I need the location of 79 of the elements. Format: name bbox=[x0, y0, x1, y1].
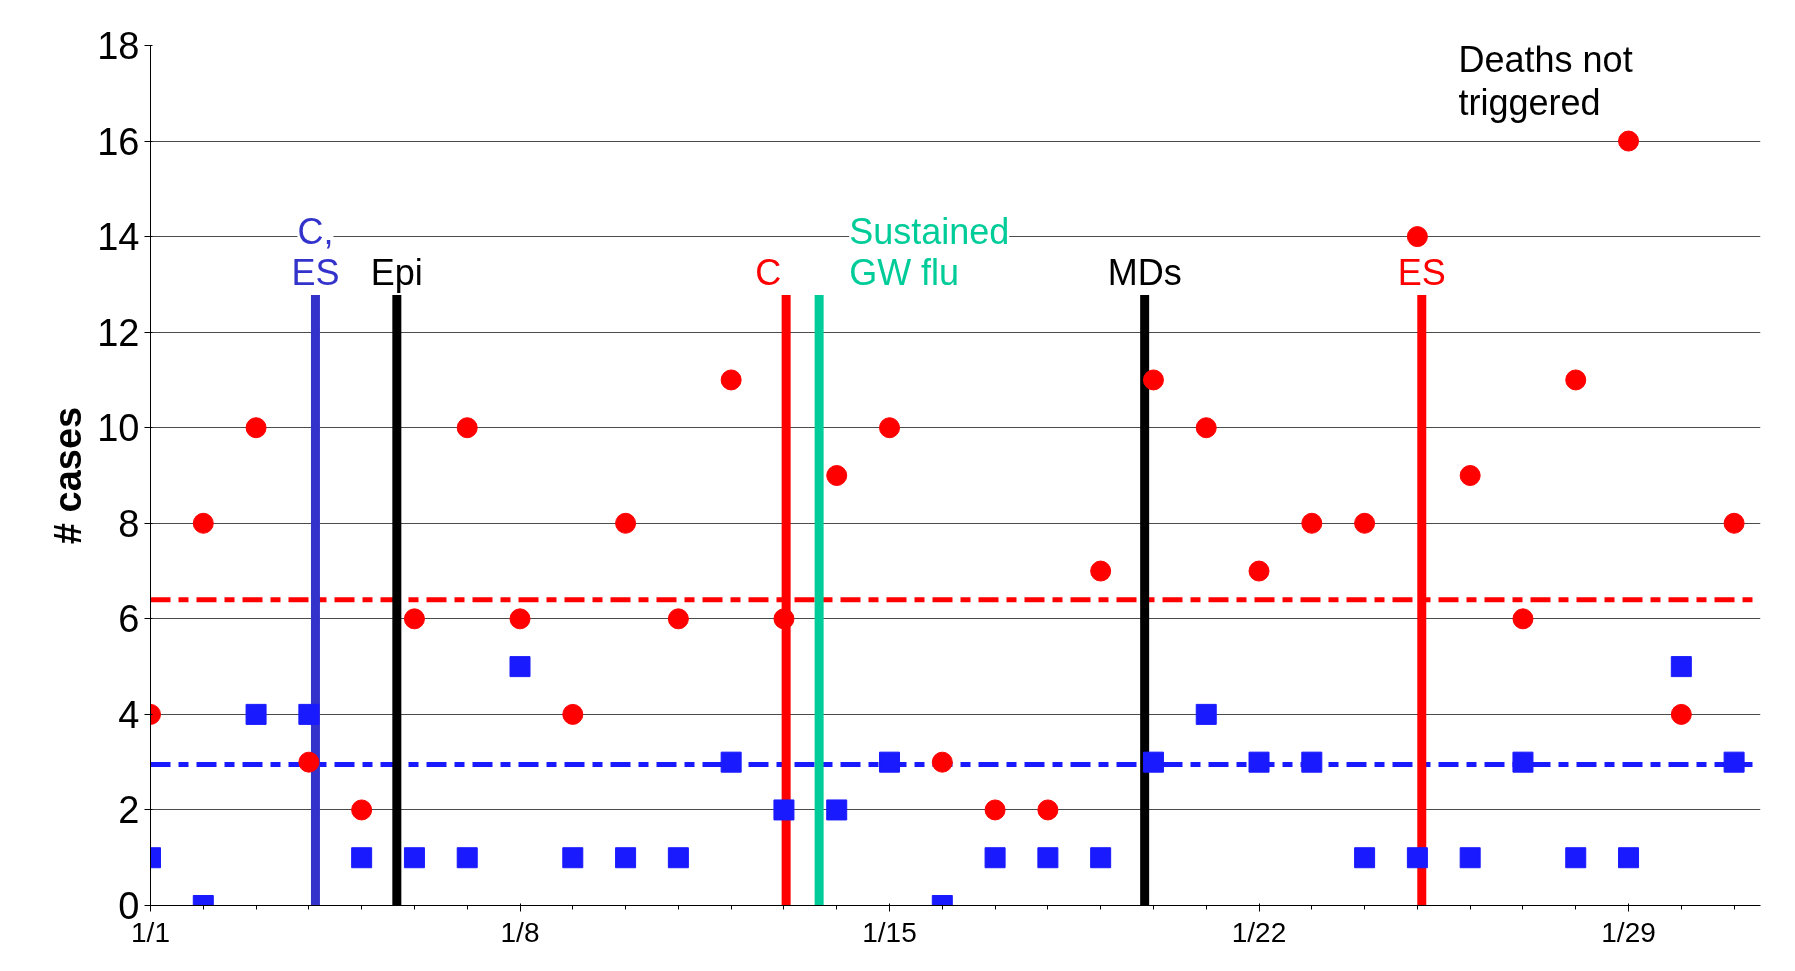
point bbox=[1354, 847, 1376, 869]
point bbox=[1618, 847, 1640, 869]
point bbox=[667, 847, 689, 869]
point bbox=[1723, 751, 1745, 773]
point bbox=[879, 417, 901, 439]
point bbox=[245, 417, 267, 439]
y-tick-label: 16 bbox=[97, 120, 140, 163]
point bbox=[1459, 465, 1481, 486]
point bbox=[1670, 703, 1692, 725]
point bbox=[1142, 751, 1164, 773]
point bbox=[1195, 703, 1217, 725]
point bbox=[298, 751, 320, 773]
ref-line-label: Sustained GW flu bbox=[849, 210, 1010, 293]
y-tick-label: 4 bbox=[118, 693, 140, 736]
point bbox=[826, 799, 848, 821]
point bbox=[245, 703, 267, 725]
point bbox=[1301, 512, 1323, 534]
point bbox=[403, 847, 425, 869]
point bbox=[456, 417, 478, 439]
point bbox=[984, 799, 1006, 821]
y-tick-label: 6 bbox=[118, 598, 140, 641]
point bbox=[1037, 799, 1059, 821]
point bbox=[1512, 608, 1534, 630]
ref-line-label: Epi bbox=[370, 251, 423, 293]
point bbox=[1195, 417, 1217, 439]
point bbox=[298, 703, 320, 725]
annotation: Deaths not triggered bbox=[1458, 39, 1633, 124]
ref-line-label: C bbox=[755, 251, 782, 293]
point bbox=[879, 751, 901, 773]
point bbox=[1512, 751, 1534, 773]
y-tick-label: 12 bbox=[97, 311, 140, 354]
point bbox=[403, 608, 425, 630]
point bbox=[720, 369, 742, 391]
y-tick-label: 8 bbox=[118, 502, 140, 545]
ref-line-label: C, ES bbox=[291, 210, 340, 293]
x-tick-label: 1/22 bbox=[1231, 916, 1287, 948]
point bbox=[1037, 847, 1059, 869]
point bbox=[773, 799, 795, 821]
x-tick-label: 1/15 bbox=[862, 916, 917, 948]
y-tick-label: 2 bbox=[118, 789, 140, 832]
point bbox=[1354, 512, 1376, 534]
point bbox=[1618, 130, 1640, 152]
point bbox=[1723, 512, 1745, 534]
point bbox=[615, 512, 637, 534]
y-axis-title: # cases bbox=[47, 406, 90, 545]
point bbox=[351, 847, 373, 869]
point bbox=[1301, 751, 1323, 773]
y-tick-label: 18 bbox=[97, 25, 140, 67]
point bbox=[1090, 560, 1112, 582]
point bbox=[1565, 369, 1587, 391]
ref-line-label: ES bbox=[1397, 251, 1446, 293]
point bbox=[192, 512, 214, 534]
y-tick-label: 14 bbox=[97, 216, 140, 259]
point bbox=[720, 751, 742, 773]
point bbox=[1565, 847, 1587, 869]
point bbox=[1459, 847, 1481, 869]
point bbox=[1142, 369, 1164, 391]
point bbox=[1406, 847, 1428, 869]
point bbox=[351, 799, 373, 821]
point bbox=[509, 608, 531, 630]
point bbox=[931, 751, 953, 773]
point bbox=[1090, 847, 1112, 869]
point bbox=[509, 656, 531, 678]
point bbox=[826, 465, 848, 486]
ref-line-label: MDs bbox=[1107, 251, 1182, 293]
point bbox=[615, 847, 637, 869]
point bbox=[984, 847, 1006, 869]
point bbox=[667, 608, 689, 630]
point bbox=[562, 703, 584, 725]
point bbox=[773, 608, 795, 630]
point bbox=[562, 847, 584, 869]
y-tick-label: 10 bbox=[97, 407, 140, 450]
point bbox=[1248, 560, 1270, 582]
x-tick-label: 1/8 bbox=[500, 916, 540, 948]
point bbox=[1248, 751, 1270, 773]
point bbox=[1670, 656, 1692, 678]
point bbox=[456, 847, 478, 869]
point bbox=[1406, 226, 1428, 248]
x-tick-label: 1/29 bbox=[1601, 916, 1656, 948]
